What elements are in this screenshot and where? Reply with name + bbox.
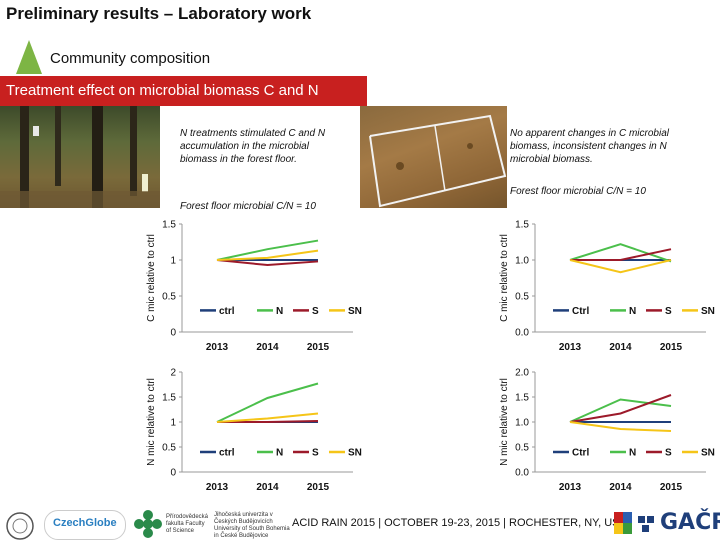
section-subtitle: Community composition — [50, 50, 211, 67]
series-line-sn — [569, 259, 672, 274]
x-tick-label: 2015 — [660, 482, 683, 493]
series-line-s — [569, 394, 672, 423]
faculty-flower-icon — [134, 510, 162, 538]
x-tick-label: 2014 — [256, 342, 279, 353]
y-tick-label: 1.5 — [162, 220, 176, 231]
series-line-s — [217, 420, 319, 423]
chart-n-mic-left: N mic relative to ctrl 0 0.5 1 1.5 2 2013 2014 2… — [146, 368, 362, 494]
y-tick-label: 0 — [170, 328, 176, 339]
x-tick-label: 2015 — [307, 342, 330, 353]
legend-label-n: N — [276, 448, 283, 459]
y-tick-label: 0.0 — [515, 468, 529, 479]
y-tick-label: 2.0 — [515, 368, 529, 379]
university-logo-text: Jihočeská univerzita v Českých Budějovic… — [214, 512, 290, 539]
note-right-cn: Forest floor microbial C/N = 10 — [510, 186, 646, 197]
section-banner: Treatment effect on microbial biomass C … — [0, 76, 367, 106]
legend-label-ctrl: Ctrl — [572, 306, 589, 317]
czechglobe-logo-text: CzechGlobe — [53, 517, 117, 529]
legend-label-n: N — [629, 448, 636, 459]
legend-label-ctrl: Ctrl — [572, 448, 589, 459]
y-tick-label: 1.5 — [515, 220, 529, 231]
note-right: No apparent changes in C microbial bioma… — [510, 128, 669, 165]
x-tick-label: 2014 — [609, 482, 632, 493]
note-left: N treatments stimulated C and N accumula… — [180, 128, 326, 165]
y-tick-label: 0.5 — [515, 443, 529, 454]
y-tick-label: 0.0 — [515, 328, 529, 339]
y-axis-label: C mic relative to ctrl — [146, 234, 157, 322]
forest-photo-graphic — [0, 106, 160, 208]
y-axis-label: N mic relative to ctrl — [499, 378, 510, 466]
forest-floor-photo-graphic — [369, 114, 507, 208]
x-tick-label: 2015 — [660, 342, 683, 353]
series-line-n — [569, 243, 672, 263]
y-axis-label: C mic relative to ctrl — [499, 234, 510, 322]
x-tick-label: 2014 — [609, 342, 632, 353]
series-line-n — [216, 382, 319, 423]
y-tick-label: 0 — [170, 468, 176, 479]
x-tick-label: 2013 — [559, 482, 582, 493]
forest-plot-photo-right — [360, 106, 507, 208]
legend-label-s: S — [312, 448, 319, 459]
chart-n-mic-right: N mic relative to ctrl 0.0 0.5 1.0 1.5 2.0 201… — [499, 368, 715, 494]
legend-label-sn: SN — [348, 448, 362, 459]
series-line-s — [570, 248, 672, 261]
legend-label-s: S — [665, 306, 672, 317]
y-tick-label: 1.0 — [515, 418, 529, 429]
x-tick-label: 2015 — [307, 482, 330, 493]
note-left-cn: Forest floor microbial C/N = 10 — [180, 201, 316, 212]
legend-label-n: N — [629, 306, 636, 317]
series-line-n — [216, 239, 319, 261]
series-line-sn — [216, 412, 319, 423]
legend-label-sn: SN — [348, 306, 362, 317]
chart-c-mic-left: C mic relative to ctrl 0 0.5 1 1.5 2013 2014 20… — [146, 220, 362, 354]
y-tick-label: 0.5 — [162, 292, 176, 303]
series-line-sn — [569, 421, 672, 432]
slide-title: Preliminary results – Laboratory work — [6, 4, 312, 23]
legend-label-sn: SN — [701, 306, 715, 317]
x-tick-label: 2013 — [206, 482, 229, 493]
x-tick-label: 2014 — [256, 482, 279, 493]
y-tick-label: 1 — [170, 418, 176, 429]
czechglobe-logo: CzechGlobe — [44, 510, 126, 540]
gacr-logo: GAČR — [660, 510, 720, 535]
legend-label-s: S — [312, 306, 319, 317]
series-line-n — [569, 398, 672, 423]
forest-plot-photo-left — [0, 106, 160, 208]
legend-label-ctrl: ctrl — [219, 306, 235, 317]
y-tick-label: 1.5 — [515, 393, 529, 404]
y-tick-label: 0.5 — [162, 443, 176, 454]
series-line-s — [216, 259, 319, 267]
legend-label-n: N — [276, 306, 283, 317]
y-tick-label: 1.0 — [515, 256, 529, 267]
y-tick-label: 1 — [170, 256, 176, 267]
series-line-sn — [216, 249, 319, 261]
chart-c-mic-right: C mic relative to ctrl 0.0 0.5 1.0 1.5 2013 20… — [499, 220, 715, 354]
legend-label-s: S — [665, 448, 672, 459]
y-axis-label: N mic relative to ctrl — [146, 378, 157, 466]
flag-badge-icon — [614, 512, 632, 534]
university-seal-icon — [6, 512, 34, 540]
gacr-mark-icon — [638, 516, 654, 532]
footer-conference: ACID RAIN 2015 | OCTOBER 19-23, 2015 | R… — [292, 517, 627, 529]
triangle-bullet-icon — [16, 40, 42, 74]
y-tick-label: 1.5 — [162, 393, 176, 404]
legend-label-ctrl: ctrl — [219, 448, 235, 459]
x-tick-label: 2013 — [559, 342, 582, 353]
x-tick-label: 2013 — [206, 342, 229, 353]
legend-label-sn: SN — [701, 448, 715, 459]
faculty-logo-text: Přírodovědecká fakulta Faculty of Scienc… — [166, 514, 209, 534]
y-tick-label: 0.5 — [515, 292, 529, 303]
y-tick-label: 2 — [170, 368, 176, 379]
